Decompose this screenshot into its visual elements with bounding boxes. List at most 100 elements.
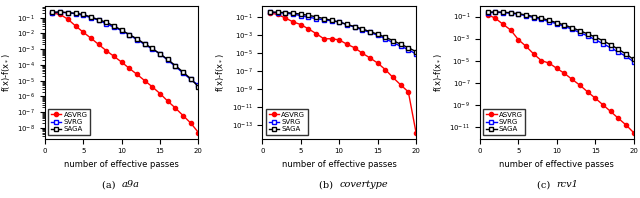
ASVRG — [568, 78, 576, 81]
SVRG — [95, 19, 102, 21]
ASVRG — [148, 86, 156, 88]
SVRG — [297, 14, 305, 17]
SAGA — [95, 18, 102, 21]
ASVRG — [187, 122, 195, 124]
SAGA — [328, 19, 335, 22]
ASVRG — [522, 45, 530, 48]
ASVRG — [404, 91, 412, 93]
Line: ASVRG: ASVRG — [486, 12, 636, 135]
SAGA — [522, 14, 530, 16]
ASVRG — [87, 37, 95, 39]
Line: SVRG: SVRG — [51, 10, 200, 88]
ASVRG — [530, 53, 538, 55]
Line: ASVRG: ASVRG — [51, 11, 200, 135]
SVRG — [404, 48, 412, 51]
SAGA — [591, 36, 599, 38]
SVRG — [630, 61, 637, 63]
SVRG — [568, 28, 576, 30]
ASVRG — [358, 52, 366, 54]
SAGA — [87, 16, 95, 18]
SAGA — [607, 44, 614, 46]
ASVRG — [492, 17, 499, 19]
ASVRG — [343, 43, 351, 45]
SVRG — [266, 11, 274, 13]
SAGA — [576, 30, 584, 32]
Line: SAGA: SAGA — [486, 10, 636, 61]
SAGA — [179, 71, 187, 73]
SAGA — [545, 19, 553, 22]
SAGA — [343, 23, 351, 26]
SVRG — [343, 23, 351, 26]
SVRG — [64, 12, 72, 14]
SAGA — [56, 11, 64, 13]
SVRG — [148, 48, 156, 50]
SVRG — [614, 51, 622, 53]
ASVRG — [179, 114, 187, 117]
SVRG — [591, 38, 599, 41]
SAGA — [366, 30, 374, 33]
SVRG — [522, 14, 530, 17]
SVRG — [397, 45, 404, 47]
SAGA — [320, 17, 328, 20]
ASVRG — [266, 12, 274, 14]
SVRG — [49, 11, 56, 14]
ASVRG — [545, 62, 553, 64]
ASVRG — [297, 23, 305, 26]
ASVRG — [118, 61, 125, 63]
X-axis label: number of effective passes: number of effective passes — [64, 160, 179, 169]
ASVRG — [622, 124, 630, 126]
SAGA — [351, 25, 358, 28]
ASVRG — [102, 50, 110, 52]
SVRG — [312, 17, 320, 20]
SAGA — [584, 33, 591, 35]
ASVRG — [591, 97, 599, 99]
SAGA — [72, 12, 79, 14]
ASVRG — [312, 32, 320, 35]
ASVRG — [305, 28, 312, 30]
SVRG — [156, 53, 164, 55]
SAGA — [412, 50, 420, 53]
ASVRG — [389, 76, 397, 79]
SVRG — [125, 34, 133, 36]
SVRG — [110, 26, 118, 28]
SAGA — [614, 48, 622, 50]
SAGA — [266, 11, 274, 13]
SVRG — [412, 53, 420, 55]
Text: (a): (a) — [102, 180, 122, 189]
ASVRG — [630, 131, 637, 134]
SAGA — [484, 11, 492, 13]
SVRG — [351, 26, 358, 28]
ASVRG — [110, 55, 118, 57]
ASVRG — [412, 131, 420, 134]
ASVRG — [172, 107, 179, 109]
Line: ASVRG: ASVRG — [268, 11, 418, 135]
Text: rcv1: rcv1 — [557, 180, 579, 189]
SVRG — [282, 12, 289, 14]
ASVRG — [195, 131, 202, 134]
ASVRG — [282, 17, 289, 19]
SVRG — [553, 23, 561, 25]
SAGA — [335, 21, 343, 23]
SAGA — [561, 24, 568, 26]
SAGA — [312, 16, 320, 18]
SAGA — [397, 43, 404, 45]
SVRG — [56, 11, 64, 13]
SVRG — [164, 59, 172, 61]
SAGA — [389, 39, 397, 42]
SVRG — [195, 84, 202, 87]
ASVRG — [95, 43, 102, 46]
SVRG — [374, 34, 381, 36]
ASVRG — [599, 104, 607, 106]
SAGA — [110, 25, 118, 27]
SVRG — [118, 30, 125, 32]
SAGA — [172, 64, 179, 67]
SAGA — [568, 27, 576, 29]
SAGA — [125, 33, 133, 36]
X-axis label: number of effective passes: number of effective passes — [282, 160, 397, 169]
SVRG — [320, 19, 328, 21]
SVRG — [305, 16, 312, 18]
SAGA — [187, 78, 195, 80]
SVRG — [358, 29, 366, 31]
ASVRG — [561, 72, 568, 75]
SVRG — [335, 21, 343, 23]
